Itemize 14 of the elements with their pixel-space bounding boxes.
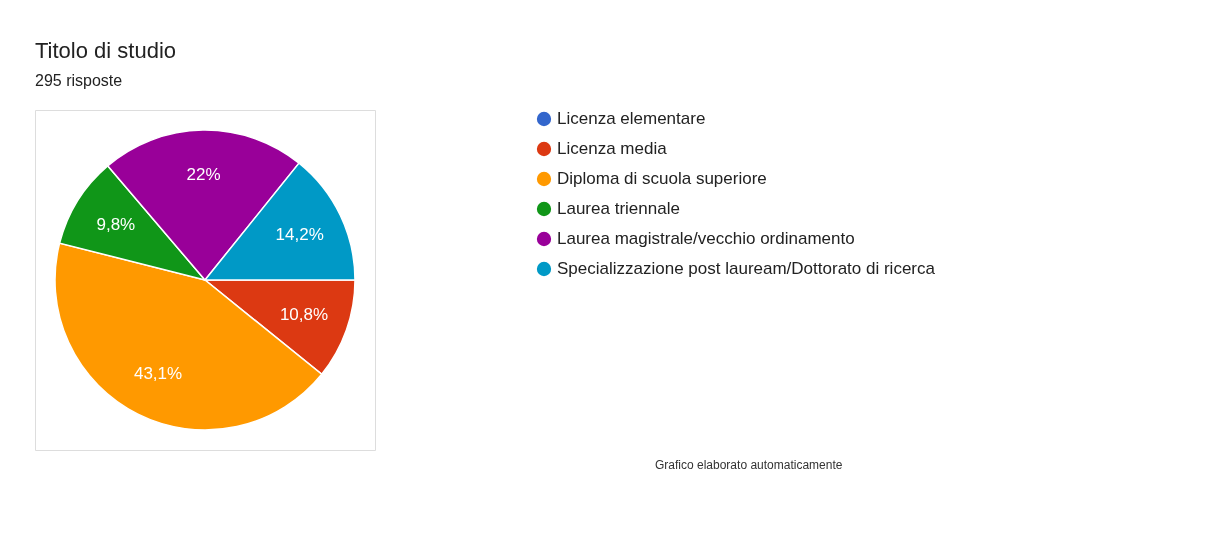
data-label: 43,1% — [133, 363, 183, 383]
legend-label: Diploma di scuola superiore — [557, 169, 767, 188]
legend-label: Licenza elementare — [557, 109, 706, 128]
data-label: 22% — [186, 165, 221, 185]
legend-label: Specializzazione post lauream/Dottorato di ricerca — [557, 259, 936, 278]
legend-label: Laurea triennale — [557, 199, 680, 218]
data-label: 14,2% — [275, 224, 324, 244]
data-label: 10,8% — [279, 304, 329, 324]
data-label: 9,8% — [96, 214, 136, 234]
legend-label: Licenza media — [557, 139, 668, 158]
chart-subtitle: 295 risposte — [35, 72, 123, 89]
text: Grafico elaborato automaticamente — [655, 458, 843, 472]
legend-label: Laurea magistrale/vecchio ordinamento — [557, 229, 855, 248]
chart-title: Titolo di studio — [35, 38, 177, 63]
